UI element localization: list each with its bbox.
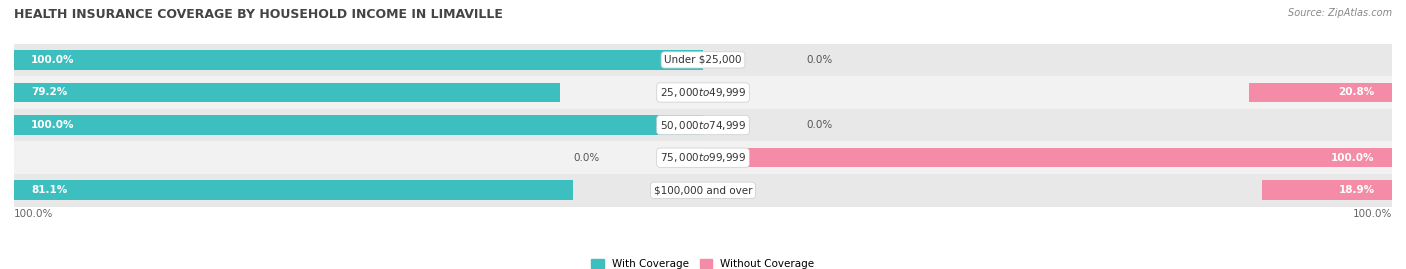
Text: 20.8%: 20.8%	[1339, 87, 1375, 97]
Bar	[1249, 83, 1392, 102]
Text: 100.0%: 100.0%	[31, 120, 75, 130]
Text: 0.0%: 0.0%	[807, 120, 832, 130]
Bar	[14, 174, 1392, 207]
Text: Source: ZipAtlas.com: Source: ZipAtlas.com	[1288, 8, 1392, 18]
Text: Under $25,000: Under $25,000	[664, 55, 742, 65]
Bar	[14, 44, 1392, 76]
Text: 100.0%: 100.0%	[31, 55, 75, 65]
Text: $100,000 and over: $100,000 and over	[654, 185, 752, 195]
Text: 100.0%: 100.0%	[1353, 209, 1392, 219]
Bar	[14, 115, 703, 135]
Bar	[14, 83, 560, 102]
Bar	[14, 141, 1392, 174]
Text: 100.0%: 100.0%	[14, 209, 53, 219]
Bar	[14, 76, 1392, 109]
Text: 18.9%: 18.9%	[1339, 185, 1375, 195]
Bar	[1261, 180, 1392, 200]
Bar	[14, 50, 703, 70]
Text: HEALTH INSURANCE COVERAGE BY HOUSEHOLD INCOME IN LIMAVILLE: HEALTH INSURANCE COVERAGE BY HOUSEHOLD I…	[14, 8, 503, 21]
Text: 0.0%: 0.0%	[807, 55, 832, 65]
Text: 81.1%: 81.1%	[31, 185, 67, 195]
Text: 0.0%: 0.0%	[574, 153, 599, 163]
Bar	[703, 148, 1392, 167]
Text: $25,000 to $49,999: $25,000 to $49,999	[659, 86, 747, 99]
Bar	[14, 109, 1392, 141]
Legend: With Coverage, Without Coverage: With Coverage, Without Coverage	[592, 259, 814, 269]
Bar	[14, 180, 572, 200]
Text: $50,000 to $74,999: $50,000 to $74,999	[659, 119, 747, 132]
Text: $75,000 to $99,999: $75,000 to $99,999	[659, 151, 747, 164]
Text: 100.0%: 100.0%	[1331, 153, 1375, 163]
Text: 79.2%: 79.2%	[31, 87, 67, 97]
